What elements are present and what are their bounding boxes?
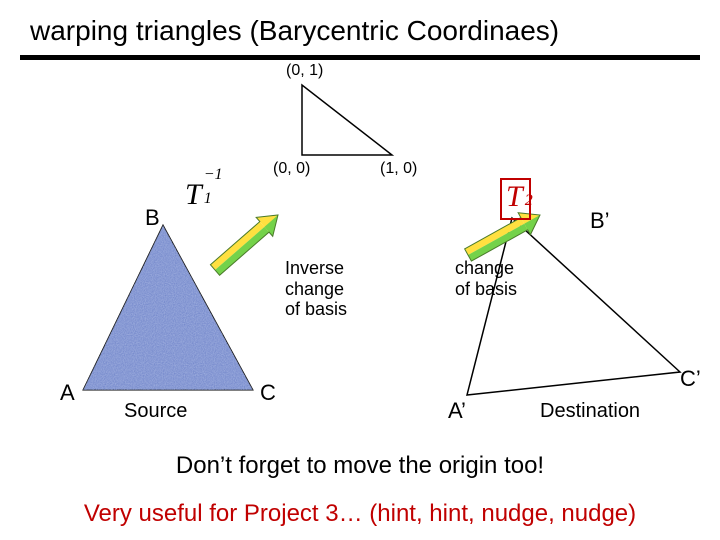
label-change-of-basis: changeof basis <box>455 258 517 299</box>
anno-line: change <box>285 279 347 300</box>
anno-line: of basis <box>455 279 517 300</box>
vertex-b: B <box>145 205 160 231</box>
coord-label-left: (0, 0) <box>273 160 310 178</box>
formula-t1-inverse: T−11 <box>185 178 202 212</box>
anno-line: Inverse <box>285 258 347 279</box>
formula-t2: T2 <box>500 178 531 220</box>
anno-line: change <box>455 258 517 279</box>
label-inverse-change-of-basis: Inversechangeof basis <box>285 258 347 320</box>
footer-note: Don’t forget to move the origin too! <box>0 452 720 480</box>
vertex-c: C <box>260 380 276 406</box>
coord-label-right: (1, 0) <box>380 160 417 178</box>
dest-caption: Destination <box>540 400 640 423</box>
vertex-a-prime: A’ <box>448 398 466 424</box>
source-caption: Source <box>124 400 187 423</box>
footer-hint: Very useful for Project 3… (hint, hint, … <box>0 500 720 528</box>
vertex-c-prime: C’ <box>680 366 701 392</box>
coord-label-top: (0, 1) <box>286 62 323 80</box>
vertex-b-prime: B’ <box>590 208 610 234</box>
anno-line: of basis <box>285 299 347 320</box>
vertex-a: A <box>60 380 75 406</box>
